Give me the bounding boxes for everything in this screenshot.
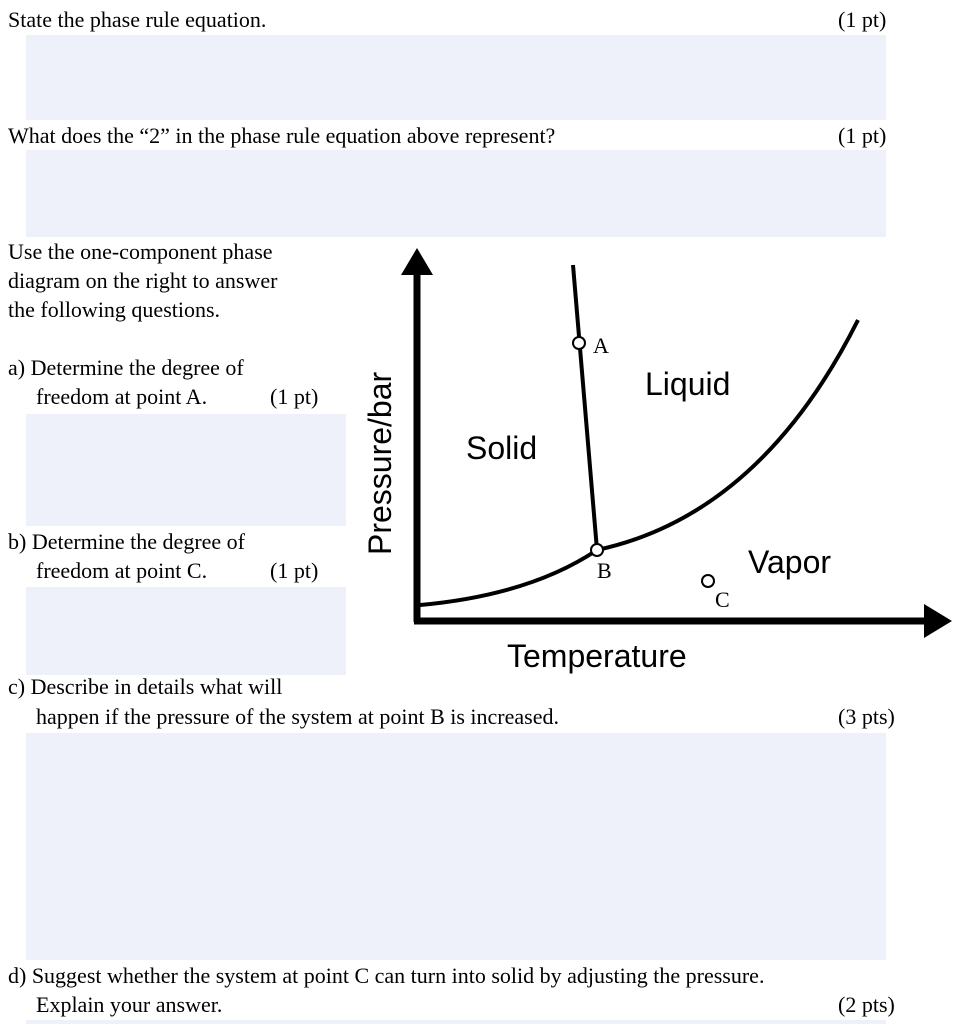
answer-box-b[interactable] (26, 587, 346, 675)
question-b-points: (1 pt) (270, 558, 319, 583)
answer-box-1[interactable] (26, 35, 886, 120)
point-a-label: A (593, 333, 609, 358)
point-c-label: C (715, 587, 730, 612)
vaporization-curve (596, 319, 860, 552)
question-1-points: (1 pt) (838, 7, 887, 32)
question-d-line-1: d) Suggest whether the system at point C… (8, 963, 765, 988)
point-c-marker (701, 574, 715, 588)
intro-line-2: diagram on the right to answer (8, 268, 278, 293)
question-c-points: (3 pts) (838, 704, 895, 729)
point-b-label: B (597, 558, 612, 583)
question-d-points: (2 pts) (838, 992, 895, 1017)
question-a-line-1: a) Determine the degree of (8, 355, 244, 380)
question-a-line-2: freedom at point A. (36, 384, 208, 409)
sublimation-curve (419, 548, 599, 607)
question-b-line-2: freedom at point C. (36, 558, 208, 583)
x-axis-arrow (924, 604, 952, 638)
question-1-text: State the phase rule equation. (8, 7, 267, 32)
region-vapor-label: Vapor (748, 544, 831, 580)
fusion-line (571, 264, 599, 551)
answer-box-2[interactable] (26, 150, 886, 237)
question-2-points: (1 pt) (838, 123, 887, 148)
answer-box-a[interactable] (26, 414, 346, 526)
x-axis-label: Temperature (507, 638, 687, 674)
y-axis-arrow (401, 248, 433, 275)
answer-box-d[interactable] (26, 1020, 886, 1024)
y-axis-label: Pressure/bar (362, 371, 398, 555)
answer-box-c[interactable] (26, 733, 886, 960)
point-b-marker (590, 543, 604, 557)
phase-diagram: A B C Liquid Solid Vapor Temperature Pre… (362, 248, 952, 674)
question-2-text: What does the “2” in the phase rule equa… (8, 123, 556, 148)
question-b-line-1: b) Determine the degree of (8, 529, 245, 554)
intro-line-3: the following questions. (8, 297, 221, 322)
region-solid-label: Solid (466, 430, 537, 466)
point-a-marker (572, 336, 586, 350)
question-d-line-2: Explain your answer. (36, 992, 223, 1017)
question-a-points: (1 pt) (270, 384, 319, 409)
intro-line-1: Use the one-component phase (8, 239, 273, 264)
question-c-line-1: c) Describe in details what will (8, 674, 283, 699)
region-liquid-label: Liquid (645, 366, 730, 402)
question-c-line-2: happen if the pressure of the system at … (36, 704, 559, 729)
